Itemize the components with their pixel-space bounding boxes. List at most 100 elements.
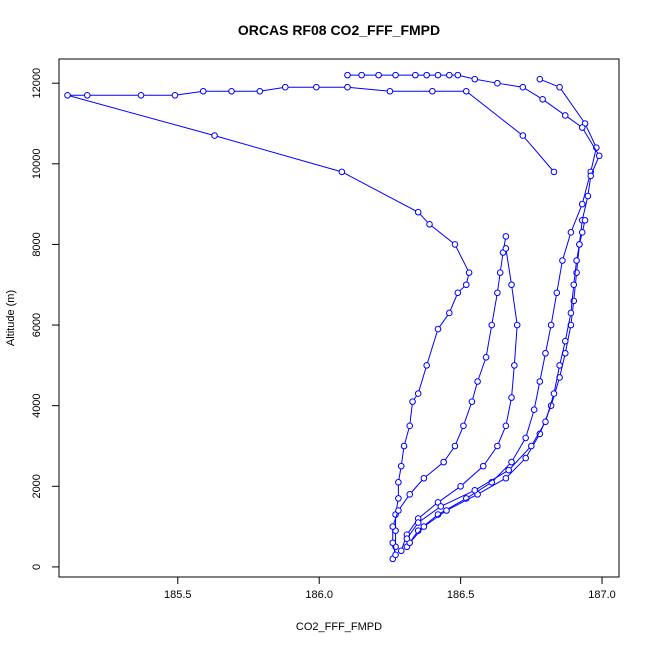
data-point [578, 200, 586, 208]
data-point [440, 458, 447, 466]
data-point [389, 539, 397, 547]
data-point [451, 241, 459, 248]
y-tick-label: 8000 [31, 232, 43, 256]
data-point [505, 466, 513, 474]
data-point [511, 362, 518, 369]
plot-frame [58, 58, 620, 578]
data-point [386, 87, 394, 95]
data-point [228, 87, 235, 95]
data-point [420, 523, 428, 530]
data-point [542, 418, 549, 426]
x-tick-label: 186.5 [447, 589, 475, 601]
data-point [513, 321, 521, 329]
data-point [522, 434, 529, 442]
data-point [502, 422, 510, 430]
data-point [403, 535, 411, 543]
data-point [446, 71, 453, 79]
data-point [496, 269, 504, 276]
series-2 [389, 233, 510, 559]
data-point [389, 523, 397, 530]
data-point [451, 442, 459, 450]
data-point [578, 124, 586, 131]
data-point [587, 172, 595, 180]
data-point [375, 71, 382, 79]
data-point [556, 83, 563, 91]
data-layer [64, 71, 603, 563]
data-point [556, 362, 563, 369]
data-point [468, 398, 476, 405]
data-point [414, 519, 422, 526]
data-point [400, 442, 408, 450]
data-point [479, 462, 487, 470]
data-point [64, 91, 71, 99]
y-axis-label: Altitude (m) [5, 290, 17, 346]
data-point [528, 442, 535, 450]
data-point [567, 309, 575, 317]
data-point [539, 96, 546, 103]
y-tick-label: 2000 [31, 474, 43, 498]
data-point [395, 495, 402, 502]
data-point [576, 241, 583, 248]
data-point [344, 71, 351, 79]
series-line [406, 78, 597, 548]
data-point [508, 458, 515, 466]
data-point [502, 474, 510, 482]
data-point [547, 321, 555, 329]
x-tick-label: 186.0 [305, 589, 333, 601]
data-point [494, 289, 501, 297]
data-point [409, 398, 416, 405]
data-point [508, 394, 515, 401]
data-point [550, 168, 558, 176]
series-6 [403, 216, 589, 543]
data-point [446, 309, 453, 317]
data-point [522, 454, 529, 462]
data-point [519, 132, 527, 139]
data-point [457, 483, 464, 490]
data-point [414, 208, 422, 216]
data-point [550, 390, 558, 397]
data-point [536, 75, 544, 83]
data-point [429, 87, 436, 95]
data-point [171, 91, 179, 99]
data-point [211, 132, 218, 139]
data-point [256, 87, 264, 95]
data-point [559, 257, 566, 264]
data-point [573, 257, 580, 264]
data-point [595, 152, 603, 160]
data-point [561, 112, 569, 119]
data-point [462, 281, 470, 289]
data-point [502, 245, 510, 252]
data-point [406, 422, 414, 430]
data-point [536, 378, 544, 385]
data-point [474, 378, 481, 385]
data-point [471, 487, 479, 494]
data-point [392, 551, 399, 559]
data-point [581, 216, 589, 224]
data-point [530, 406, 538, 414]
data-point [397, 547, 405, 555]
y-tick-label: 0 [31, 564, 43, 570]
data-point [508, 281, 515, 289]
data-point [465, 269, 473, 276]
data-point [313, 83, 320, 91]
data-point [443, 507, 450, 514]
data-point [437, 503, 445, 510]
data-point [488, 321, 496, 329]
data-point [570, 281, 578, 289]
x-tick-label: 185.5 [164, 589, 192, 601]
data-point [423, 71, 430, 79]
data-point [199, 87, 207, 95]
data-point [434, 325, 442, 333]
data-point [137, 91, 145, 99]
data-point [426, 220, 433, 228]
data-point [281, 83, 289, 91]
data-point [395, 507, 402, 514]
data-point [344, 83, 351, 91]
data-point [395, 478, 402, 486]
data-point [420, 474, 428, 482]
data-point [414, 390, 422, 397]
data-point [561, 337, 569, 345]
data-point [406, 491, 414, 498]
